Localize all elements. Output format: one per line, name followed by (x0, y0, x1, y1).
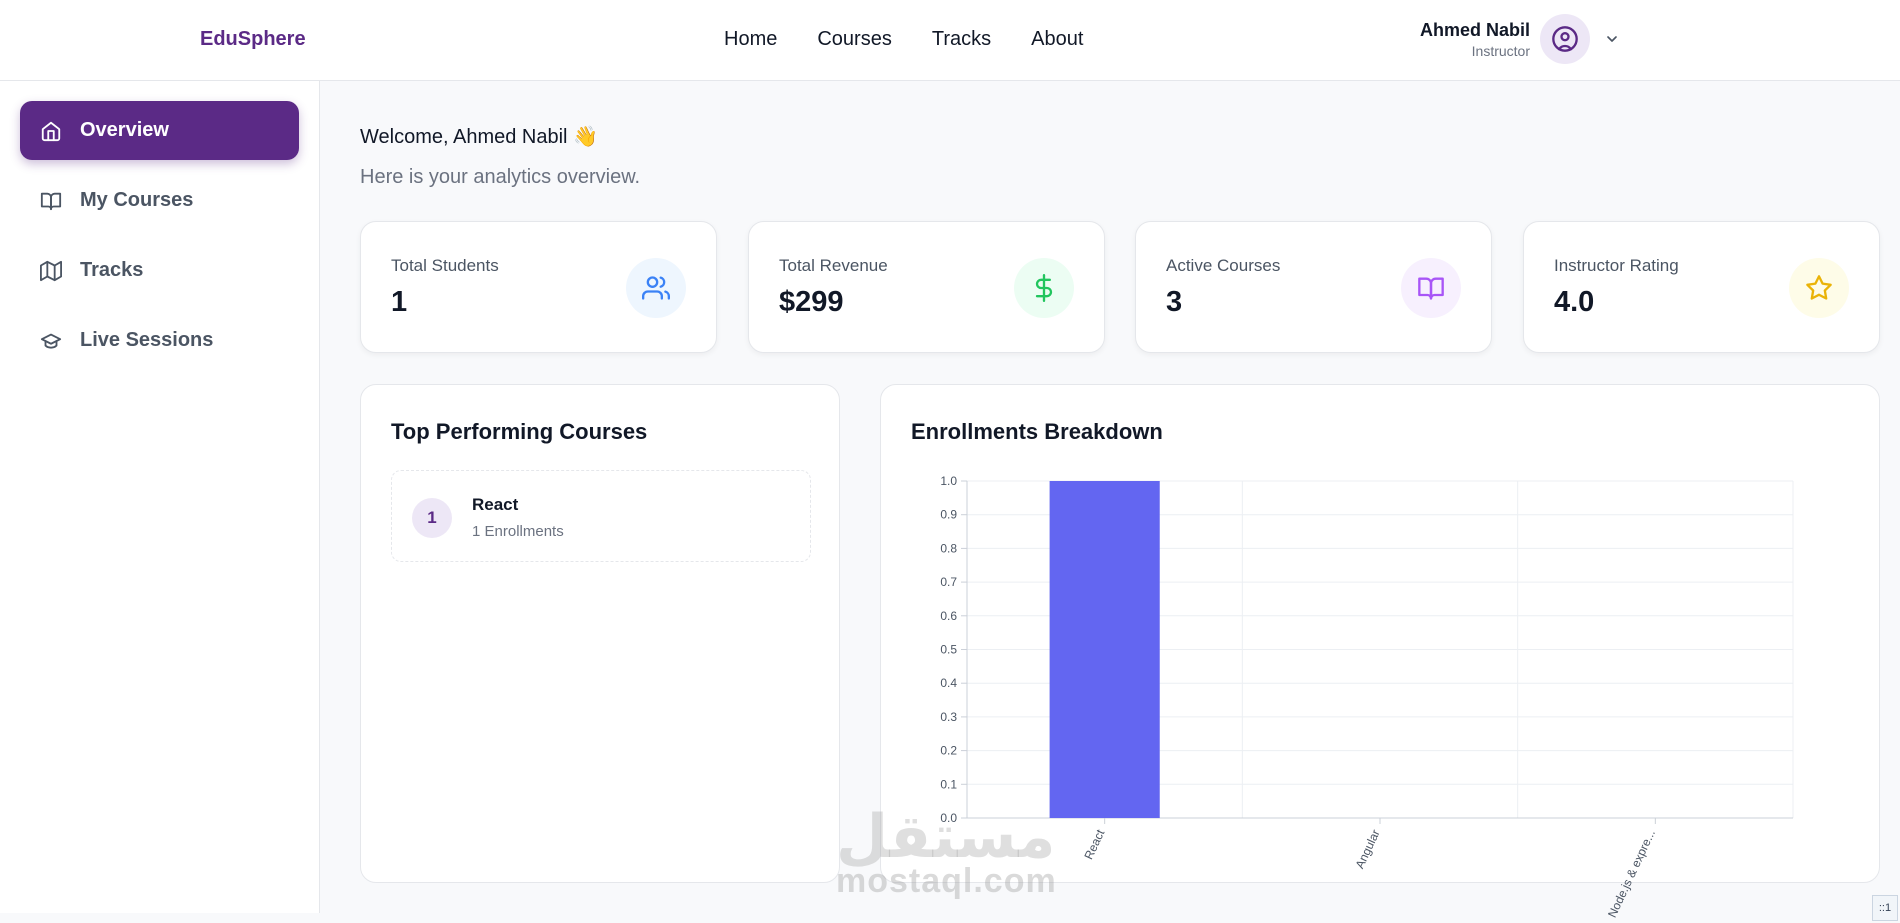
welcome-heading: Welcome, Ahmed Nabil 👋 (360, 126, 598, 148)
stat-label: Active Courses (1166, 256, 1281, 275)
y-tick-label: 0.4 (940, 676, 957, 690)
chart-bar (1049, 481, 1160, 818)
sidebar-item-label: My Courses (80, 189, 194, 211)
y-tick-label: 0.0 (940, 811, 957, 825)
stat-icon-wrap (626, 258, 686, 318)
book-open-icon (1418, 277, 1444, 300)
sidebar-item-label: Live Sessions (80, 329, 214, 351)
panel-title: Top Performing Courses (391, 419, 648, 444)
brand-logo[interactable]: EduSphere (200, 28, 306, 50)
dollar-icon (1035, 274, 1053, 302)
home-icon (41, 121, 61, 141)
top-courses-panel: Top Performing Courses 1 React 1 Enrollm… (360, 384, 840, 883)
book-open-icon (40, 192, 62, 210)
y-tick-label: 1.0 (940, 474, 957, 488)
y-tick-label: 0.1 (940, 777, 957, 791)
top-header: EduSphere Home Courses Tracks About Ahme… (0, 0, 1900, 81)
user-name: Ahmed Nabil (1419, 19, 1530, 40)
panel-title: Enrollments Breakdown (911, 419, 1163, 444)
avatar[interactable] (1540, 14, 1590, 64)
watermark-logo-text: mostaql.com (836, 862, 1057, 900)
list-item[interactable]: 1 React 1 Enrollments (391, 470, 811, 562)
sidebar-item-my-courses[interactable]: My Courses (20, 171, 299, 230)
stat-label: Total Students (391, 256, 499, 275)
sidebar-item-live-sessions[interactable]: Live Sessions (20, 311, 299, 370)
stat-label: Instructor Rating (1554, 256, 1679, 275)
map-icon (40, 260, 62, 281)
stat-value: 4.0 (1554, 286, 1595, 318)
stat-card-total-revenue: Total Revenue $299 (748, 221, 1105, 353)
user-info: Ahmed Nabil Instructor (1420, 20, 1530, 59)
user-menu[interactable]: Ahmed Nabil Instructor (1420, 14, 1620, 64)
corner-tag: ::1 (1872, 895, 1898, 921)
x-tick-label: React (1081, 827, 1107, 862)
y-tick-label: 0.9 (940, 508, 957, 522)
chevron-down-icon[interactable] (1604, 31, 1620, 47)
y-tick-label: 0.5 (940, 643, 957, 657)
sidebar-item-overview[interactable]: Overview (20, 101, 299, 160)
nav-courses[interactable]: Courses (817, 28, 892, 50)
y-tick-label: 0.8 (940, 541, 957, 555)
x-tick-label: Angular (1353, 827, 1383, 870)
user-circle-icon (1552, 26, 1578, 52)
y-tick-label: 0.3 (940, 710, 957, 724)
y-tick-label: 0.2 (940, 744, 957, 758)
enrollments-panel: Enrollments Breakdown (880, 384, 1880, 883)
sidebar-item-label: Overview (80, 119, 169, 141)
graduation-cap-icon (40, 333, 62, 349)
stat-value: 3 (1166, 286, 1183, 318)
nav-tracks[interactable]: Tracks (931, 28, 992, 50)
stat-card-active-courses: Active Courses 3 (1135, 221, 1492, 353)
y-tick-label: 0.7 (940, 575, 957, 589)
star-icon (1806, 275, 1832, 300)
user-role: Instructor (1471, 42, 1530, 59)
main-nav: Home Courses Tracks About (724, 28, 1083, 51)
welcome-subtitle: Here is your analytics overview. (360, 166, 641, 188)
stat-label: Total Revenue (779, 256, 888, 275)
stat-value: $299 (779, 286, 844, 318)
nav-home[interactable]: Home (724, 28, 778, 50)
stat-value: 1 (391, 286, 408, 318)
stat-icon-wrap (1401, 258, 1461, 318)
sidebar: Overview My Courses Tracks Live Sessions (0, 81, 320, 913)
rank-badge: 1 (412, 498, 452, 538)
sidebar-item-tracks[interactable]: Tracks (20, 241, 299, 300)
sidebar-item-label: Tracks (80, 259, 144, 281)
stat-icon-wrap (1789, 258, 1849, 318)
watermark-logo: مستقل (836, 803, 1056, 870)
course-name: React (472, 495, 519, 514)
y-tick-label: 0.6 (940, 609, 957, 623)
course-enrollments: 1 Enrollments (472, 523, 564, 540)
users-icon (642, 276, 670, 300)
stat-card-total-students: Total Students 1 (360, 221, 717, 353)
stat-icon-wrap (1014, 258, 1074, 318)
nav-about[interactable]: About (1031, 28, 1084, 50)
stat-card-instructor-rating: Instructor Rating 4.0 (1523, 221, 1880, 353)
x-tick-label: Node.js & expre... (1605, 827, 1658, 919)
